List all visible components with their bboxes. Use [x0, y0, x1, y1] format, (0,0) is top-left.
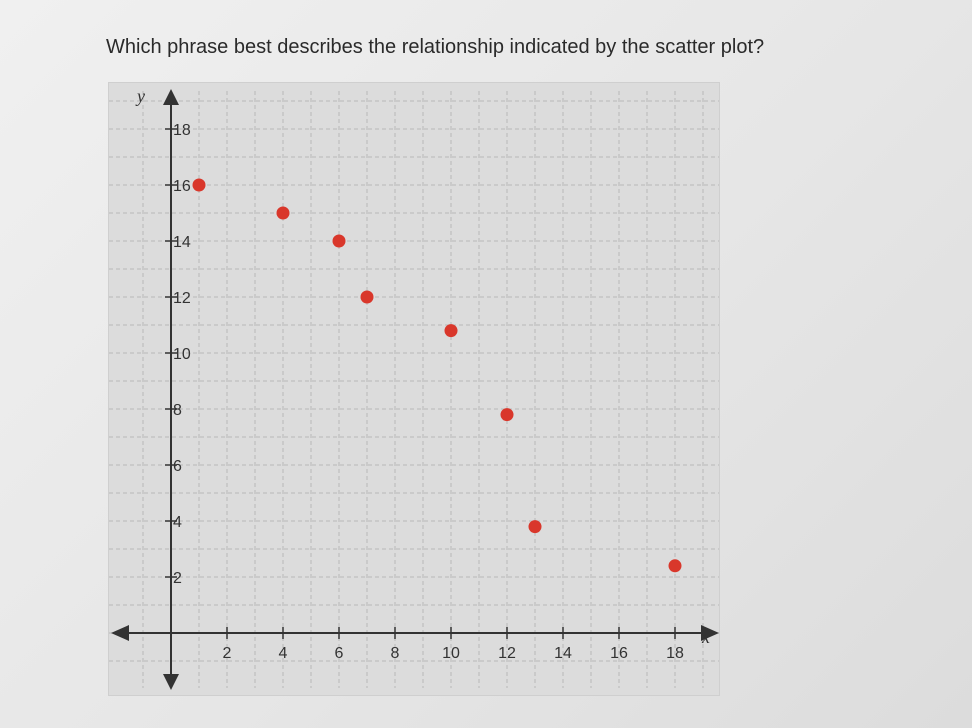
y-axis-up-arrow-icon: [163, 89, 179, 105]
x-axis-right-arrow-icon: [701, 625, 719, 641]
question-text: Which phrase best describes the relation…: [106, 36, 765, 58]
y-tick-label: 10: [173, 346, 191, 363]
y-axis-label: y: [135, 86, 145, 106]
scatter-plot-area: 2 4 6 8 10 12 14 16 18 2 4 6 8 10 12 14 16 18 y x: [108, 82, 720, 696]
x-tick-label: 16: [610, 645, 628, 662]
y-tick-label: 14: [173, 234, 191, 251]
y-tick-label: 6: [173, 458, 182, 475]
y-axis-down-arrow-icon: [163, 674, 179, 690]
y-tick-label: 2: [173, 570, 182, 587]
data-point: [332, 234, 346, 248]
data-point: [444, 324, 458, 338]
x-tick-label: 6: [335, 645, 344, 662]
x-tick-label: 18: [666, 645, 684, 662]
x-tick-label: 8: [391, 645, 400, 662]
x-tick-label: 10: [442, 645, 460, 662]
data-point: [276, 206, 290, 220]
data-point: [360, 290, 374, 304]
x-tick-label: 2: [223, 645, 232, 662]
x-axis-left-arrow-icon: [111, 625, 129, 641]
y-tick-label: 12: [173, 290, 191, 307]
x-axis-label: x: [701, 627, 710, 647]
scatter-plot-svg: 2 4 6 8 10 12 14 16 18 2 4 6 8 10 12 14 16 18 y x: [109, 86, 719, 690]
data-points: [192, 178, 682, 573]
data-point: [192, 178, 206, 192]
data-point: [528, 520, 542, 534]
x-tick-label: 14: [554, 645, 572, 662]
y-tick-label: 16: [173, 178, 191, 195]
x-tick-label: 4: [279, 645, 288, 662]
y-tick-label: 4: [173, 514, 182, 531]
x-tick-label: 12: [498, 645, 516, 662]
grid-lines: [109, 91, 719, 688]
y-tick-label: 8: [173, 402, 182, 419]
data-point: [668, 559, 682, 573]
tick-marks: 2 4 6 8 10 12 14 16 18 2 4 6 8 10 12 14 16 18: [165, 122, 684, 662]
axes: [111, 89, 719, 690]
y-tick-label: 18: [173, 122, 191, 139]
data-point: [500, 408, 514, 422]
